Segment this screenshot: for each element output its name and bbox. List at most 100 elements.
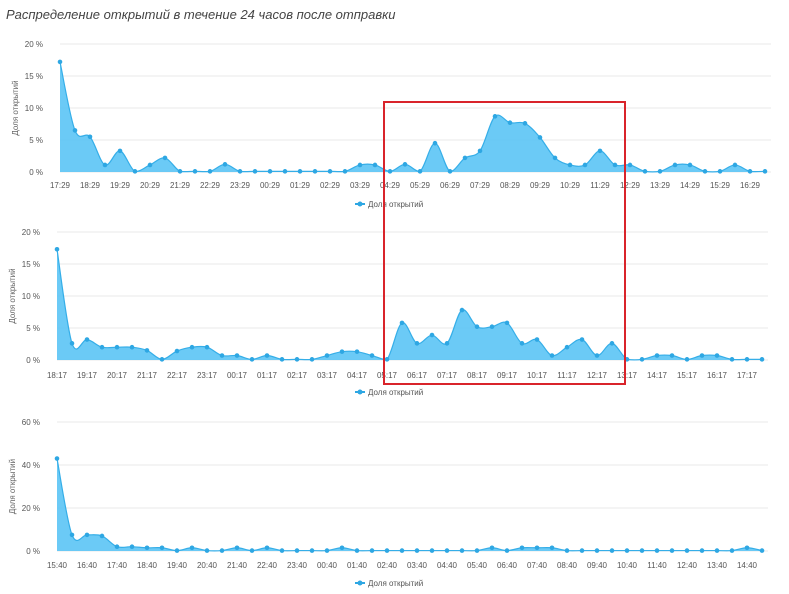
data-point[interactable] (114, 344, 120, 350)
data-point[interactable] (642, 169, 648, 174)
data-point[interactable] (414, 548, 420, 553)
data-point[interactable] (384, 548, 390, 553)
data-point[interactable] (567, 162, 573, 168)
data-point[interactable] (129, 544, 135, 549)
data-point[interactable] (459, 548, 465, 553)
data-point[interactable] (579, 548, 585, 553)
data-point[interactable] (747, 169, 753, 174)
data-point[interactable] (549, 353, 555, 358)
legend-item[interactable]: Доля открытий (355, 579, 423, 588)
data-point[interactable] (402, 162, 408, 167)
data-point[interactable] (84, 532, 90, 538)
data-point[interactable] (384, 357, 390, 362)
data-point[interactable] (474, 548, 480, 553)
data-point[interactable] (174, 548, 180, 553)
data-point[interactable] (624, 548, 630, 553)
data-point[interactable] (417, 169, 423, 174)
data-point[interactable] (342, 169, 348, 174)
data-point[interactable] (294, 548, 300, 553)
data-point[interactable] (744, 357, 750, 362)
data-point[interactable] (69, 532, 75, 538)
data-point[interactable] (447, 169, 453, 174)
data-point[interactable] (549, 545, 555, 551)
data-point[interactable] (279, 357, 285, 362)
data-point[interactable] (84, 337, 90, 342)
data-point[interactable] (762, 169, 768, 174)
data-point[interactable] (369, 353, 375, 358)
data-point[interactable] (579, 337, 585, 342)
data-point[interactable] (759, 357, 765, 362)
data-point[interactable] (189, 545, 195, 551)
data-point[interactable] (72, 128, 78, 133)
data-point[interactable] (324, 548, 330, 553)
data-point[interactable] (399, 320, 405, 326)
data-point[interactable] (639, 548, 645, 553)
data-point[interactable] (534, 545, 540, 551)
data-point[interactable] (129, 344, 135, 350)
data-point[interactable] (504, 320, 510, 326)
data-point[interactable] (672, 162, 678, 168)
data-point[interactable] (327, 169, 333, 174)
data-point[interactable] (714, 548, 720, 553)
data-point[interactable] (474, 324, 480, 330)
data-point[interactable] (354, 349, 360, 354)
data-point[interactable] (744, 545, 750, 551)
data-point[interactable] (594, 548, 600, 553)
data-point[interactable] (597, 148, 603, 154)
data-point[interactable] (264, 353, 270, 358)
data-point[interactable] (552, 155, 558, 161)
data-point[interactable] (582, 162, 588, 168)
data-point[interactable] (669, 548, 675, 553)
data-point[interactable] (339, 545, 345, 551)
data-point[interactable] (657, 169, 663, 174)
data-point[interactable] (414, 341, 420, 346)
data-point[interactable] (609, 548, 615, 553)
data-point[interactable] (252, 169, 258, 174)
data-point[interactable] (699, 548, 705, 553)
data-point[interactable] (309, 357, 315, 362)
legend-item[interactable]: Доля открытий (355, 388, 423, 397)
data-point[interactable] (159, 545, 165, 551)
data-point[interactable] (654, 548, 660, 553)
data-point[interactable] (534, 337, 540, 342)
data-point[interactable] (594, 353, 600, 358)
data-point[interactable] (294, 357, 300, 362)
data-point[interactable] (462, 155, 468, 161)
data-point[interactable] (609, 341, 615, 346)
data-point[interactable] (729, 548, 735, 553)
data-point[interactable] (99, 533, 105, 539)
data-point[interactable] (684, 548, 690, 553)
data-point[interactable] (249, 548, 255, 553)
data-point[interactable] (519, 341, 525, 346)
data-point[interactable] (732, 162, 738, 168)
data-point[interactable] (372, 162, 378, 168)
data-point[interactable] (174, 348, 180, 354)
data-point[interactable] (699, 353, 705, 358)
data-point[interactable] (564, 344, 570, 350)
data-point[interactable] (759, 548, 765, 553)
data-point[interactable] (312, 169, 318, 174)
data-point[interactable] (309, 548, 315, 553)
data-point[interactable] (267, 169, 273, 174)
data-point[interactable] (144, 348, 150, 353)
data-point[interactable] (339, 349, 345, 354)
data-point[interactable] (492, 114, 498, 119)
data-point[interactable] (564, 548, 570, 553)
data-point[interactable] (297, 169, 303, 174)
data-point[interactable] (234, 353, 240, 358)
data-point[interactable] (357, 162, 363, 168)
data-point[interactable] (219, 353, 225, 358)
data-point[interactable] (429, 332, 435, 338)
data-point[interactable] (144, 545, 150, 551)
data-point[interactable] (102, 162, 108, 168)
data-point[interactable] (69, 341, 75, 346)
data-point[interactable] (489, 324, 495, 330)
data-point[interactable] (624, 357, 630, 362)
data-point[interactable] (444, 548, 450, 553)
data-point[interactable] (54, 456, 60, 461)
data-point[interactable] (147, 162, 153, 168)
data-point[interactable] (207, 169, 213, 174)
data-point[interactable] (162, 155, 168, 161)
data-point[interactable] (264, 545, 270, 551)
data-point[interactable] (639, 357, 645, 362)
